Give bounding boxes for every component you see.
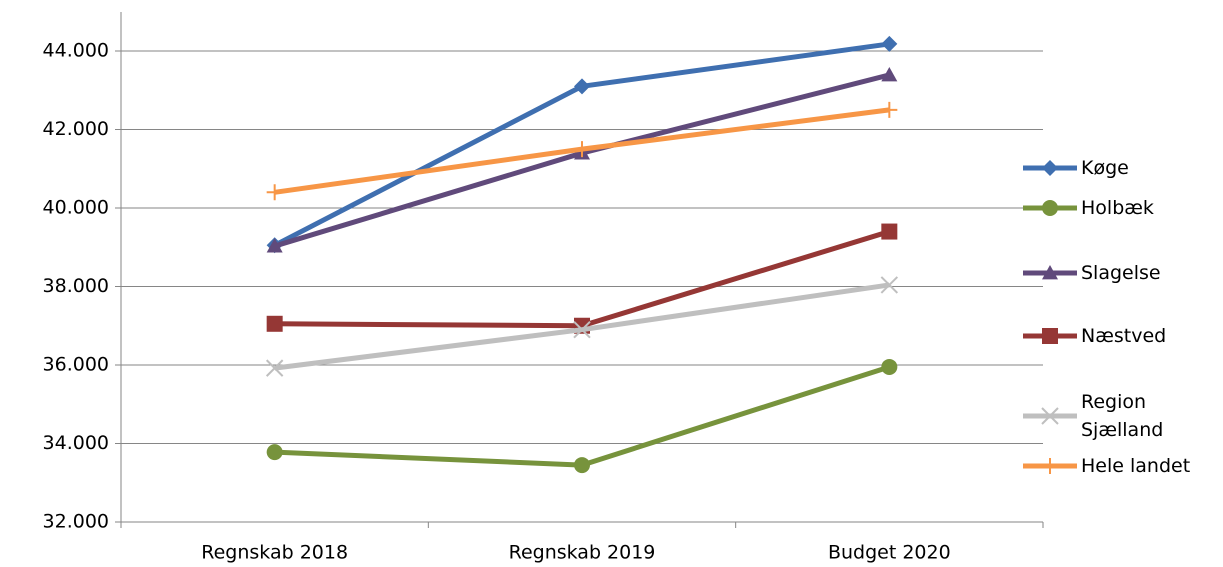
marker: [1042, 200, 1058, 216]
marker: [1041, 407, 1059, 425]
series: [266, 223, 898, 334]
x-tick-label: Budget 2020: [828, 542, 951, 564]
x-tick-label: Regnskab 2019: [509, 542, 656, 564]
y-tick-label: 36.000: [43, 354, 109, 376]
y-tick-label: 44.000: [43, 40, 109, 62]
marker: [266, 184, 283, 201]
series-line: [274, 229, 891, 329]
y-tick-label: 42.000: [43, 118, 109, 140]
marker: [880, 276, 899, 294]
marker: [1042, 160, 1058, 176]
marker: [573, 320, 591, 339]
marker: [881, 223, 898, 240]
marker: [881, 66, 898, 82]
legend-label: Næstved: [1081, 325, 1167, 347]
marker: [1042, 265, 1058, 280]
y-tick-label: 32.000: [43, 511, 109, 533]
marker: [266, 444, 283, 461]
legend-label: Region Sjælland: [1081, 391, 1164, 441]
legend-label: Køge: [1081, 157, 1129, 179]
legend-label: Holbæk: [1081, 197, 1154, 219]
marker: [881, 358, 898, 375]
series: [266, 358, 898, 474]
marker: [574, 78, 590, 95]
legend-label: Hele landet: [1081, 455, 1191, 477]
marker: [266, 238, 283, 253]
series: [265, 276, 899, 377]
marker: [1042, 458, 1058, 474]
x-tick-label: Regnskab 2018: [201, 542, 348, 564]
marker: [881, 101, 898, 118]
series-line: [274, 364, 891, 468]
marker: [266, 315, 283, 332]
series-line: [273, 72, 890, 249]
legend-label: Slagelse: [1081, 262, 1161, 284]
y-tick-label: 38.000: [43, 275, 109, 297]
marker: [1042, 328, 1058, 344]
series: [266, 35, 898, 254]
y-tick-label: 34.000: [43, 432, 109, 454]
series: [266, 66, 898, 253]
y-tick-label: 40.000: [43, 197, 109, 219]
marker: [574, 141, 590, 158]
marker: [881, 35, 898, 52]
marker: [265, 359, 284, 377]
marker: [574, 457, 590, 474]
series: [266, 101, 898, 201]
